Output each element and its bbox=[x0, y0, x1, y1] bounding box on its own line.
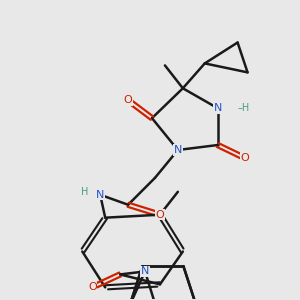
Text: N: N bbox=[141, 266, 149, 276]
Text: N: N bbox=[214, 103, 222, 113]
Text: O: O bbox=[240, 153, 249, 163]
Text: O: O bbox=[156, 210, 164, 220]
Text: O: O bbox=[124, 95, 133, 105]
Text: O: O bbox=[88, 282, 97, 292]
Text: N: N bbox=[214, 103, 222, 113]
Text: –H: –H bbox=[238, 103, 250, 113]
Text: N: N bbox=[174, 145, 182, 155]
Text: N: N bbox=[96, 190, 104, 200]
Text: H: H bbox=[81, 187, 88, 197]
